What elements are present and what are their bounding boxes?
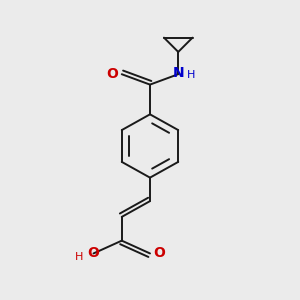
Text: H: H: [187, 70, 195, 80]
Text: O: O: [154, 246, 165, 260]
Text: N: N: [172, 66, 184, 80]
Text: H: H: [75, 252, 83, 262]
Text: O: O: [88, 246, 100, 260]
Text: O: O: [106, 67, 118, 81]
